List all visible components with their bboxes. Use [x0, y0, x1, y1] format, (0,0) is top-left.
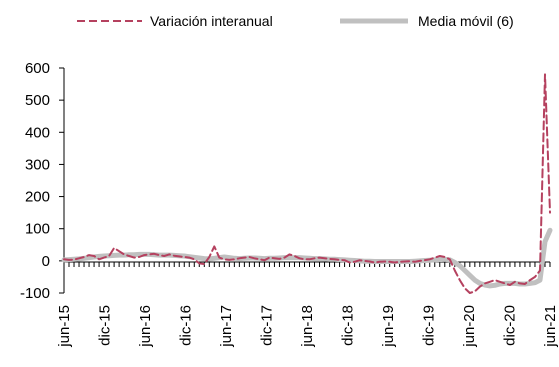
x-tick-label: jun-21: [542, 305, 559, 348]
y-axis: 600 500 400 300 200 100 0 -100: [20, 60, 65, 302]
series-line-media-movil: [61, 227, 553, 289]
x-tick-label: jun-17: [218, 305, 235, 348]
y-tick-label: 0: [42, 253, 50, 270]
x-tick-label: jun-16: [137, 305, 154, 348]
x-tick-label: dic-19: [421, 305, 438, 346]
x-tick-label: dic-20: [502, 305, 519, 346]
x-tick-label: dic-17: [259, 305, 276, 346]
x-tick-label: dic-15: [97, 305, 114, 346]
series-layer: [61, 73, 553, 294]
y-tick-label: 500: [25, 92, 50, 109]
y-tick-label: 200: [25, 189, 50, 206]
y-tick-label: -100: [20, 285, 50, 302]
x-tick-label: jun-18: [299, 305, 316, 348]
x-tick-label: jun-20: [461, 305, 478, 348]
legend-label-variacion-interanual: Variación interanual: [150, 13, 273, 29]
y-tick-label: 100: [25, 221, 50, 238]
y-tick-label: 300: [25, 156, 50, 173]
legend-label-media-movil: Media móvil (6): [418, 13, 514, 29]
y-tick-label: 400: [25, 124, 50, 141]
x-tick-label: dic-18: [340, 305, 357, 346]
x-axis: jun-15 dic-15 jun-16 dic-16 jun-17 dic-17 jun-…: [56, 261, 559, 348]
x-tick-label: dic-16: [178, 305, 195, 346]
series-line-variacion-interanual: [63, 73, 551, 294]
y-tick-label: 600: [25, 60, 50, 77]
x-tick-label: jun-15: [56, 305, 73, 348]
x-tick-label: jun-19: [380, 305, 397, 348]
legend: Variación interanual Media móvil (6): [77, 13, 514, 29]
